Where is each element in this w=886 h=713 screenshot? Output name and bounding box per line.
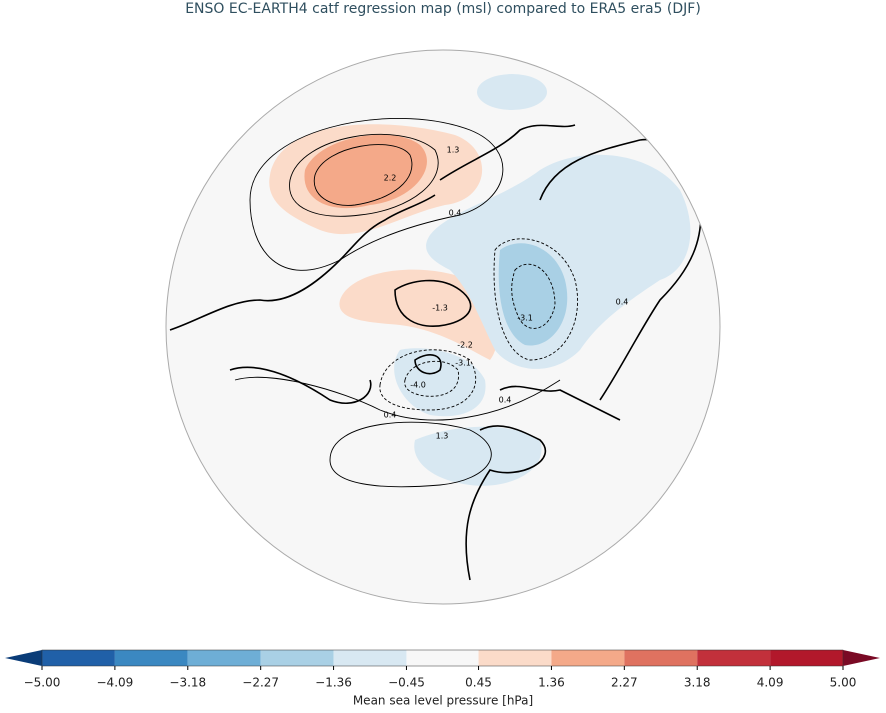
colorbar-segment [187,650,261,666]
colorbar-over [843,650,880,666]
contour-label: 0.4 [449,209,462,218]
contour-label: 1.3 [436,432,449,441]
colorbar-under [5,650,42,666]
map-border [165,49,721,605]
map [166,50,720,604]
colorbar-segment [697,650,771,666]
colorbar-tick-label: 4.09 [757,676,784,690]
contour-label: 1.3 [447,146,460,155]
colorbar-tick-label: 3.18 [684,676,711,690]
contour-label: -3.1 [517,314,533,323]
colorbar-tick-label: −2.27 [242,676,279,690]
contour-label: -1.3 [432,304,448,313]
contour-label: 2.2 [384,174,397,183]
colorbar-segment [770,650,843,666]
colorbar-segment [333,650,407,666]
colorbar-segment [114,650,188,666]
colorbar-segment [42,650,115,666]
title: ENSO EC-EARTH4 catf regression map (msl)… [185,1,701,17]
colorbar-segment [478,650,552,666]
colorbar-segment [406,650,479,666]
contour-label: 0.4 [499,396,512,405]
contour-label: -3.1 [455,359,471,368]
colorbar-tick-label: −5.00 [24,676,61,690]
colorbar-tick-label: 1.36 [538,676,565,690]
colorbar-segment [551,650,625,666]
contour-label: 0.4 [384,411,397,420]
colorbar-tick-label: 0.45 [465,676,492,690]
contour-label: 0.4 [616,298,629,307]
colorbar-frame [41,649,844,667]
colorbar-tick-label: −3.18 [169,676,206,690]
contour-label: -2.2 [457,341,473,350]
colorbar-segment [260,650,334,666]
colorbar-segment [624,650,698,666]
colorbar-tick-label: −1.36 [315,676,352,690]
colorbar-tick-label: −0.45 [388,676,425,690]
colorbar-tick-label: 5.00 [830,676,857,690]
colorbar-tick-label: 2.27 [611,676,638,690]
colorbar-label: Mean sea level pressure [hPa] [353,694,533,708]
contour-label: -4.0 [410,381,426,390]
colorbar-tick-label: −4.09 [97,676,134,690]
